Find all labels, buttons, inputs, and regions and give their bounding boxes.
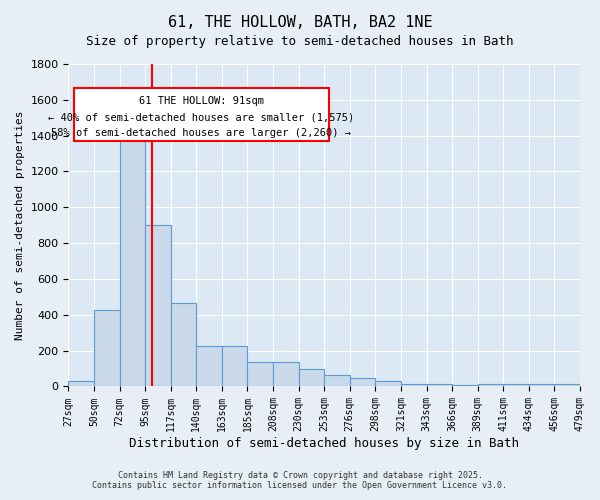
- Text: 61, THE HOLLOW, BATH, BA2 1NE: 61, THE HOLLOW, BATH, BA2 1NE: [167, 15, 433, 30]
- Bar: [299, 368, 324, 386]
- Bar: [401, 384, 427, 386]
- Text: ← 40% of semi-detached houses are smaller (1,575): ← 40% of semi-detached houses are smalle…: [48, 112, 355, 122]
- Y-axis label: Number of semi-detached properties: Number of semi-detached properties: [15, 110, 25, 340]
- Bar: [222, 346, 247, 387]
- Bar: [350, 378, 376, 386]
- Text: Contains HM Land Registry data © Crown copyright and database right 2025.
Contai: Contains HM Land Registry data © Crown c…: [92, 470, 508, 490]
- X-axis label: Distribution of semi-detached houses by size in Bath: Distribution of semi-detached houses by …: [129, 437, 519, 450]
- Bar: [478, 384, 503, 386]
- Text: Size of property relative to semi-detached houses in Bath: Size of property relative to semi-detach…: [86, 35, 514, 48]
- Bar: [145, 225, 171, 386]
- Text: 58% of semi-detached houses are larger (2,260) →: 58% of semi-detached houses are larger (…: [52, 128, 352, 138]
- Text: 61 THE HOLLOW: 91sqm: 61 THE HOLLOW: 91sqm: [139, 96, 264, 106]
- Bar: [427, 384, 452, 386]
- Bar: [273, 362, 299, 386]
- Bar: [324, 375, 350, 386]
- Bar: [554, 384, 580, 386]
- Bar: [94, 310, 119, 386]
- Bar: [529, 384, 554, 386]
- Bar: [247, 362, 273, 386]
- Bar: [503, 384, 529, 386]
- Bar: [196, 346, 222, 387]
- Bar: [68, 381, 94, 386]
- Bar: [119, 128, 145, 386]
- Bar: [171, 303, 196, 386]
- FancyBboxPatch shape: [74, 88, 329, 142]
- Bar: [376, 381, 401, 386]
- Bar: [452, 384, 478, 386]
